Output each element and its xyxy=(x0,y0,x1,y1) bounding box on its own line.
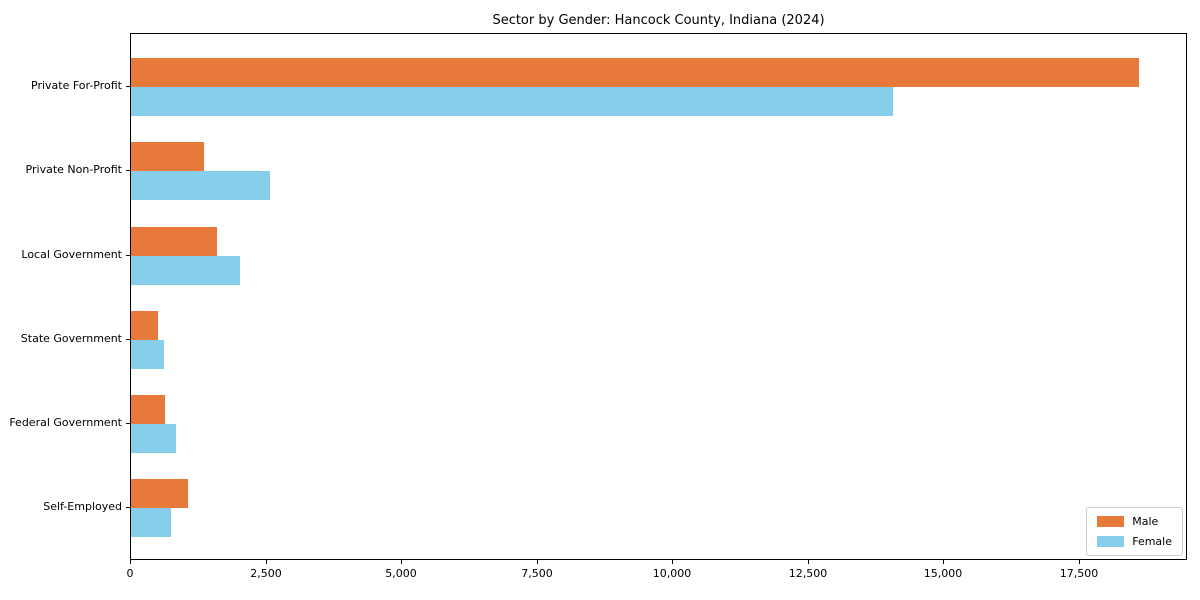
legend-label-female: Female xyxy=(1132,535,1172,548)
bar-male-private-for-profit xyxy=(131,58,1139,88)
plot-area xyxy=(130,33,1187,560)
chart-title: Sector by Gender: Hancock County, Indian… xyxy=(492,13,825,28)
x-tick-label: 5,000 xyxy=(385,567,417,580)
female-legend-swatch xyxy=(1097,536,1125,547)
bar-female-private-for-profit xyxy=(131,87,893,117)
bar-female-self-employed xyxy=(131,507,171,537)
x-tick-mark xyxy=(130,560,131,564)
legend-item-female: Female xyxy=(1097,535,1172,548)
male-legend-swatch xyxy=(1097,516,1125,527)
y-tick-label-federal-government: Federal Government xyxy=(9,415,122,429)
y-tick-label-private-non-profit: Private Non-Profit xyxy=(25,163,122,177)
bar-male-self-employed xyxy=(131,478,188,508)
x-tick-mark xyxy=(808,560,809,564)
y-tick-label-self-employed: Self-Employed xyxy=(43,499,122,513)
x-tick-label: 12,500 xyxy=(788,567,828,580)
legend: Male Female xyxy=(1086,507,1183,556)
bar-male-federal-government xyxy=(131,394,165,424)
bar-male-private-non-profit xyxy=(131,142,204,172)
x-tick-label: 15,000 xyxy=(923,567,963,580)
y-tick-label-state-government: State Government xyxy=(20,331,122,345)
x-tick-mark xyxy=(672,560,673,564)
x-tick-label: 10,000 xyxy=(652,567,692,580)
legend-item-male: Male xyxy=(1097,515,1172,528)
bar-female-private-non-profit xyxy=(131,171,270,201)
bar-female-state-government xyxy=(131,339,164,369)
x-tick-mark xyxy=(537,560,538,564)
x-tick-mark xyxy=(943,560,944,564)
bar-female-local-government xyxy=(131,255,240,285)
x-tick-label: 17,500 xyxy=(1059,567,1099,580)
x-tick-mark xyxy=(401,560,402,564)
x-tick-label: 0 xyxy=(126,567,134,580)
bar-female-federal-government xyxy=(131,423,176,453)
x-tick-mark xyxy=(1079,560,1080,564)
x-tick-mark xyxy=(266,560,267,564)
y-tick-label-local-government: Local Government xyxy=(21,247,122,261)
bar-male-local-government xyxy=(131,226,217,256)
y-tick-label-private-for-profit: Private For-Profit xyxy=(31,79,122,93)
x-tick-label: 7,500 xyxy=(521,567,553,580)
legend-label-male: Male xyxy=(1132,515,1159,528)
x-tick-label: 2,500 xyxy=(250,567,282,580)
bar-male-state-government xyxy=(131,310,158,340)
